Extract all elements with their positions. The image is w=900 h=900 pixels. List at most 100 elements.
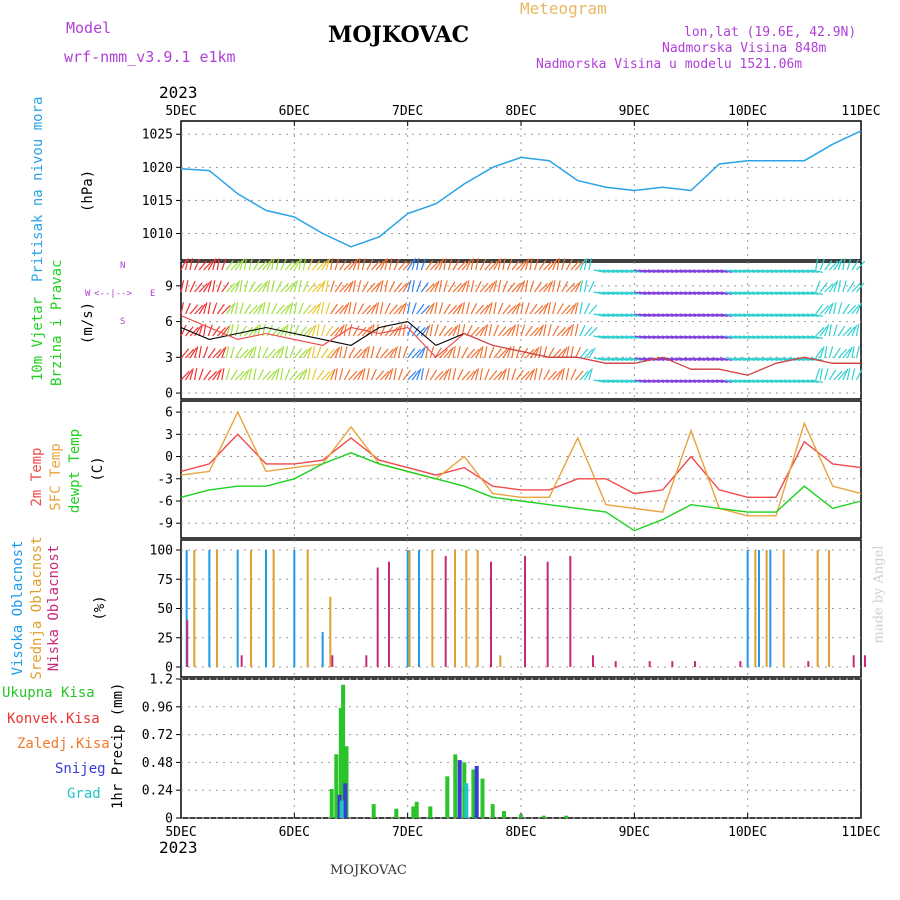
panel-frame-pressure — [180, 120, 862, 261]
wind-barb — [837, 325, 846, 337]
wind-barb — [538, 368, 543, 381]
wind-barb — [515, 302, 521, 315]
wind-barb — [302, 280, 309, 293]
wind-barb — [806, 335, 819, 339]
wind-barb — [565, 282, 575, 293]
wind-barb — [611, 379, 624, 383]
wind-barb — [398, 346, 402, 359]
wind-barb — [275, 281, 283, 293]
ytick-label: 0 — [165, 450, 173, 465]
wind-barb — [357, 326, 367, 337]
wind-barb — [185, 369, 193, 381]
wind-barb — [184, 280, 189, 293]
wind-barb — [389, 347, 397, 359]
wind-barb — [525, 370, 534, 381]
wind-barb — [842, 348, 851, 359]
wind-barb — [720, 291, 733, 295]
wind-barb — [289, 370, 298, 381]
wind-barb — [497, 302, 504, 315]
wind-barb — [851, 282, 861, 293]
wind-barb — [366, 346, 370, 359]
wind-barb — [693, 335, 706, 339]
wind-barb — [398, 368, 404, 381]
wind-barb — [407, 259, 415, 271]
wind-barb — [815, 326, 825, 337]
wind-barb — [675, 313, 688, 317]
wind-barb — [743, 357, 756, 361]
wind-barb — [688, 269, 701, 273]
wind-barb — [593, 335, 606, 339]
precip-legend-snow: Snijeg — [55, 761, 106, 777]
wind-barb — [234, 347, 243, 359]
wind-barb — [761, 269, 774, 273]
wind-barb — [316, 346, 322, 359]
wind-barb — [402, 281, 410, 293]
wind-barb — [488, 260, 498, 271]
wind-barb — [815, 347, 824, 359]
wind-barb — [252, 346, 257, 359]
wind-barb — [216, 347, 225, 359]
wind-barb — [675, 335, 688, 339]
wind-barb — [438, 370, 448, 381]
wind-barb — [284, 303, 292, 315]
wind-barb — [665, 269, 678, 273]
wind-barb — [602, 335, 615, 339]
wind-barb — [783, 335, 796, 339]
wind-barb — [239, 258, 245, 271]
wind-barb — [833, 259, 842, 271]
wind-barb — [756, 335, 769, 339]
wind-barb — [837, 302, 843, 315]
wind-barb — [411, 326, 420, 337]
wind-barb — [647, 291, 660, 295]
wind-barb — [752, 269, 765, 273]
wind-barb — [348, 260, 357, 271]
wind-barb — [743, 313, 756, 317]
wind-barb — [846, 258, 852, 271]
wind-barb — [688, 357, 701, 361]
ytick-label: 0.48 — [142, 756, 173, 771]
wind-barb — [203, 346, 209, 359]
wind-barb — [529, 258, 533, 271]
wind-barb — [194, 282, 203, 293]
wind-barb — [180, 348, 190, 359]
wind-barb — [534, 346, 540, 359]
wind-barb — [547, 347, 555, 359]
wind-barb — [502, 258, 506, 271]
wind-barb — [447, 368, 452, 381]
wind-barb — [293, 348, 303, 359]
wind-barb — [652, 291, 665, 295]
wind-barb — [815, 368, 821, 381]
wind-barb — [225, 368, 231, 381]
wind-barb — [470, 348, 480, 359]
wind-barb — [697, 313, 710, 317]
wind-barb — [620, 313, 633, 317]
wind-barb — [616, 357, 629, 361]
wind-barb — [434, 347, 442, 359]
wind-barb — [311, 303, 320, 315]
wind-barb — [470, 303, 478, 315]
wind-barb — [597, 379, 610, 383]
wind-barb — [298, 369, 307, 381]
wind-barb — [334, 281, 343, 293]
wind-barb — [602, 291, 615, 295]
wind-barb — [384, 258, 389, 271]
wind-barb — [257, 346, 262, 359]
wind-barb — [761, 291, 774, 295]
wind-barb — [520, 302, 524, 315]
wind-barb — [625, 335, 638, 339]
wind-barb — [411, 302, 417, 315]
wind-barb — [212, 280, 216, 293]
wind-barb — [488, 346, 495, 359]
wind-barb — [733, 379, 746, 383]
wind-barb — [756, 379, 769, 383]
wind-barb — [398, 324, 403, 337]
ytick-label: -9 — [157, 517, 173, 532]
wind-barb — [434, 370, 444, 381]
wind-barb — [275, 304, 285, 315]
wind-barb — [634, 357, 647, 361]
wind-barb — [811, 269, 824, 273]
wind-barb — [688, 291, 701, 295]
wind-barb — [792, 357, 805, 361]
wind-barb — [811, 335, 824, 339]
wind-barb — [515, 324, 520, 337]
